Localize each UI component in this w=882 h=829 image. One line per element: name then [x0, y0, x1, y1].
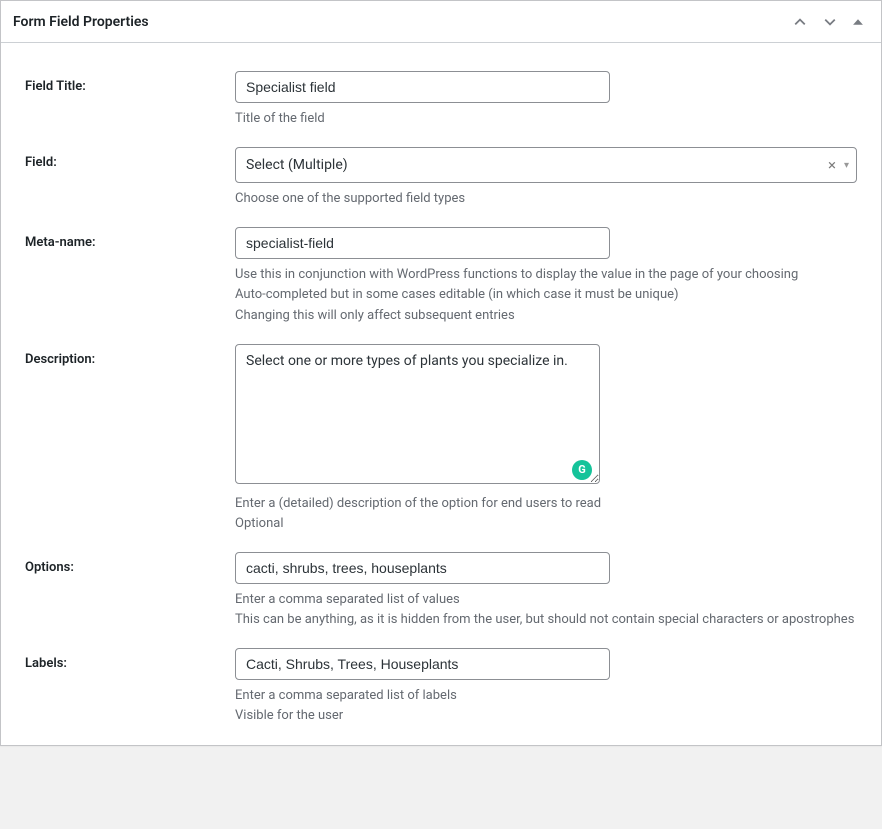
- help-meta-name-2: Auto-completed but in some cases editabl…: [235, 285, 857, 305]
- help-meta-name-1: Use this in conjunction with WordPress f…: [235, 265, 857, 285]
- content-meta-name: Use this in conjunction with WordPress f…: [235, 227, 857, 325]
- help-description-2: Optional: [235, 514, 857, 534]
- help-labels-1: Enter a comma separated list of labels: [235, 686, 857, 706]
- field-title-input[interactable]: [235, 71, 610, 103]
- dropdown-caret-icon[interactable]: ▾: [844, 160, 849, 171]
- help-field-title: Title of the field: [235, 109, 857, 129]
- panel-title: Form Field Properties: [13, 14, 149, 30]
- row-description: Description: G Enter a (detailed) descri…: [25, 326, 857, 534]
- row-options: Options: Enter a comma separated list of…: [25, 534, 857, 630]
- field-type-select-controls: × ▾: [828, 156, 849, 174]
- row-field-title: Field Title: Title of the field: [25, 53, 857, 129]
- description-wrap: G: [235, 344, 600, 488]
- label-options: Options:: [25, 552, 235, 630]
- panel-body: Field Title: Title of the field Field: S…: [1, 43, 881, 745]
- description-textarea[interactable]: [235, 344, 600, 484]
- row-meta-name: Meta-name: Use this in conjunction with …: [25, 209, 857, 325]
- help-field-type: Choose one of the supported field types: [235, 189, 857, 209]
- panel-header: Form Field Properties: [1, 1, 881, 43]
- grammarly-glyph: G: [578, 463, 586, 476]
- content-field-title: Title of the field: [235, 71, 857, 129]
- content-labels: Enter a comma separated list of labels V…: [235, 648, 857, 726]
- move-up-button[interactable]: [787, 9, 813, 35]
- label-field-type: Field:: [25, 147, 235, 209]
- options-input[interactable]: [235, 552, 610, 584]
- toggle-panel-button[interactable]: [847, 11, 869, 33]
- meta-name-input[interactable]: [235, 227, 610, 259]
- clear-selection-icon[interactable]: ×: [828, 156, 836, 174]
- help-options-2: This can be anything, as it is hidden fr…: [235, 610, 857, 630]
- help-labels-2: Visible for the user: [235, 706, 857, 726]
- label-meta-name: Meta-name:: [25, 227, 235, 325]
- panel-controls: [787, 9, 869, 35]
- help-meta-name-3: Changing this will only affect subsequen…: [235, 306, 857, 326]
- help-description-1: Enter a (detailed) description of the op…: [235, 494, 857, 514]
- labels-input[interactable]: [235, 648, 610, 680]
- chevron-down-icon: [821, 13, 839, 31]
- row-labels: Labels: Enter a comma separated list of …: [25, 630, 857, 726]
- field-type-select-wrap: Select (Multiple) × ▾: [235, 147, 857, 183]
- field-type-selected-value: Select (Multiple): [246, 157, 348, 173]
- chevron-up-icon: [791, 13, 809, 31]
- content-field-type: Select (Multiple) × ▾ Choose one of the …: [235, 147, 857, 209]
- form-field-properties-panel: Form Field Properties Field Title: Title…: [0, 0, 882, 746]
- label-labels: Labels:: [25, 648, 235, 726]
- label-description: Description:: [25, 344, 235, 534]
- field-type-select[interactable]: Select (Multiple): [235, 147, 857, 183]
- content-options: Enter a comma separated list of values T…: [235, 552, 857, 630]
- row-field-type: Field: Select (Multiple) × ▾ Choose one …: [25, 129, 857, 209]
- help-options-1: Enter a comma separated list of values: [235, 590, 857, 610]
- label-field-title: Field Title:: [25, 71, 235, 129]
- grammarly-icon[interactable]: G: [572, 460, 592, 480]
- caret-up-icon: [851, 15, 865, 29]
- content-description: G Enter a (detailed) description of the …: [235, 344, 857, 534]
- move-down-button[interactable]: [817, 9, 843, 35]
